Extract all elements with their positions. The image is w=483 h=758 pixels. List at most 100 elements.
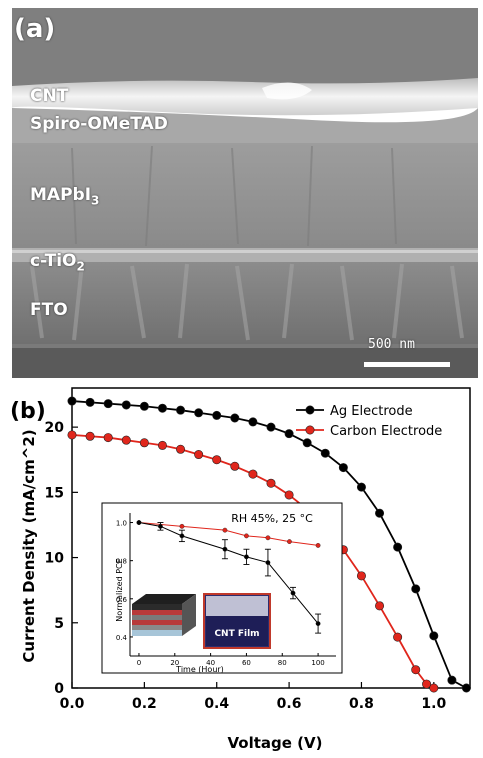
- y-tick-label: 20: [45, 420, 65, 436]
- layer-label-tio2: c-TiO2: [30, 251, 85, 274]
- data-point-1: [157, 440, 167, 450]
- data-point-0: [194, 408, 204, 418]
- data-point-0: [266, 422, 276, 432]
- data-point-0: [176, 405, 186, 415]
- inset-data-point-1: [222, 546, 228, 552]
- inset-data-point-1: [179, 533, 185, 539]
- inset-series-line-1: [138, 522, 319, 624]
- data-point-0: [121, 400, 131, 410]
- x-tick-label: 1.0: [421, 696, 446, 712]
- x-tick-label: 0.2: [132, 696, 157, 712]
- inset-y-label: Normalized PCE: [115, 558, 124, 621]
- inset-y-tick-label: 0.8: [116, 558, 127, 566]
- data-point-1: [103, 433, 113, 443]
- data-point-0: [139, 401, 149, 411]
- legend-marker: [305, 425, 315, 435]
- inset-x-tick-label: 100: [311, 659, 324, 667]
- data-point-0: [103, 399, 113, 409]
- data-point-1: [212, 455, 222, 465]
- y-tick-label: 15: [45, 485, 64, 501]
- inset-y-tick-label: 0.6: [116, 596, 128, 604]
- legend-label: Ag Electrode: [330, 404, 413, 419]
- x-tick-label: 0.4: [204, 696, 229, 712]
- inset-data-point-0: [265, 535, 271, 541]
- panel-b-label: (b): [10, 399, 46, 424]
- data-point-0: [356, 482, 366, 492]
- inset-data-point-1: [265, 560, 271, 565]
- x-tick-label: 0.6: [277, 696, 302, 712]
- layer-label-cnt: CNT: [30, 86, 69, 106]
- x-tick-label: 0.8: [349, 696, 374, 712]
- inset-data-point-1: [136, 520, 142, 525]
- inset-title: RH 45%, 25 °C: [231, 512, 313, 525]
- data-point-1: [194, 450, 204, 460]
- inset-data-point-0: [315, 543, 321, 548]
- scale-bar-label: 500 nm: [368, 337, 415, 352]
- inset-data-point-1: [315, 621, 321, 626]
- data-point-1: [375, 601, 385, 611]
- inset-plot: [136, 520, 322, 634]
- cnt-film-label: CNT Film: [214, 629, 259, 639]
- inset-x-tick-label: 60: [242, 659, 251, 667]
- data-point-0: [157, 403, 167, 413]
- series-line-1: [71, 434, 435, 689]
- data-point-1: [139, 438, 149, 448]
- inset-axes: 0 20 40 60 80 100 0.4 0.6 0.8 1.0: [116, 513, 336, 667]
- x-tick-label: 0.0: [60, 696, 85, 712]
- main-axes: 0.0 0.2 0.4 0.6 0.8 1.0 0 5 10 15 20: [45, 387, 471, 712]
- y-tick-label: 10: [45, 551, 65, 567]
- x-axis-label: Voltage (V): [228, 734, 323, 752]
- inset-data-point-0: [222, 527, 228, 533]
- device-stack-image: [132, 594, 196, 636]
- data-point-1: [67, 430, 77, 440]
- inset-data-point-0: [244, 533, 249, 539]
- data-point-1: [356, 571, 366, 581]
- data-point-1: [393, 632, 403, 642]
- legend-label: Carbon Electrode: [330, 424, 442, 439]
- data-point-1: [248, 469, 258, 479]
- data-point-0: [67, 396, 77, 406]
- inset-data-point-1: [290, 590, 296, 596]
- data-point-1: [266, 478, 276, 488]
- data-point-0: [302, 438, 312, 448]
- inset-y-tick-label: 0.4: [116, 634, 128, 642]
- data-point-0: [429, 631, 439, 641]
- data-point-1: [121, 435, 131, 445]
- data-point-0: [447, 675, 457, 685]
- layer-label-fto: FTO: [30, 300, 68, 320]
- data-point-0: [375, 508, 385, 518]
- inset-x-tick-label: 40: [206, 659, 215, 667]
- data-point-0: [461, 683, 471, 693]
- data-point-1: [230, 461, 240, 471]
- data-point-1: [85, 431, 95, 441]
- data-point-0: [212, 410, 222, 420]
- layer-label-spiro: Spiro-OMeTAD: [30, 114, 168, 134]
- data-point-0: [248, 417, 258, 427]
- jv-chart: (b) 0.0 0.2 0.4 0.6 0.8 1.0 0 5 10 15 20 Ag Electr…: [10, 387, 471, 752]
- data-point-1: [176, 444, 186, 454]
- inset-x-tick-label: 80: [278, 659, 287, 667]
- data-point-1: [429, 683, 439, 693]
- sem-image: [12, 8, 478, 378]
- y-tick-label: 5: [54, 616, 64, 632]
- data-point-1: [411, 665, 421, 675]
- main-plot: [67, 396, 471, 693]
- data-point-0: [338, 463, 348, 473]
- data-point-0: [284, 429, 294, 439]
- inset-data-point-1: [158, 523, 163, 529]
- inset-x-label: Time (Hour): [175, 665, 224, 674]
- legend: Ag Electrode Carbon Electrode: [296, 404, 442, 439]
- inset-data-point-0: [179, 523, 185, 529]
- inset-data-point-1: [244, 554, 249, 560]
- data-point-1: [284, 490, 294, 500]
- data-point-0: [230, 413, 240, 423]
- panel-a-label: (a): [14, 14, 56, 44]
- data-point-0: [85, 397, 95, 407]
- inset-y-tick-label: 1.0: [116, 520, 127, 528]
- data-point-0: [411, 584, 421, 594]
- inset-data-point-0: [287, 539, 292, 545]
- inset-x-tick-label: 20: [170, 659, 179, 667]
- inset-x-tick-label: 0: [137, 659, 141, 667]
- data-point-0: [393, 542, 403, 552]
- data-point-1: [422, 679, 432, 689]
